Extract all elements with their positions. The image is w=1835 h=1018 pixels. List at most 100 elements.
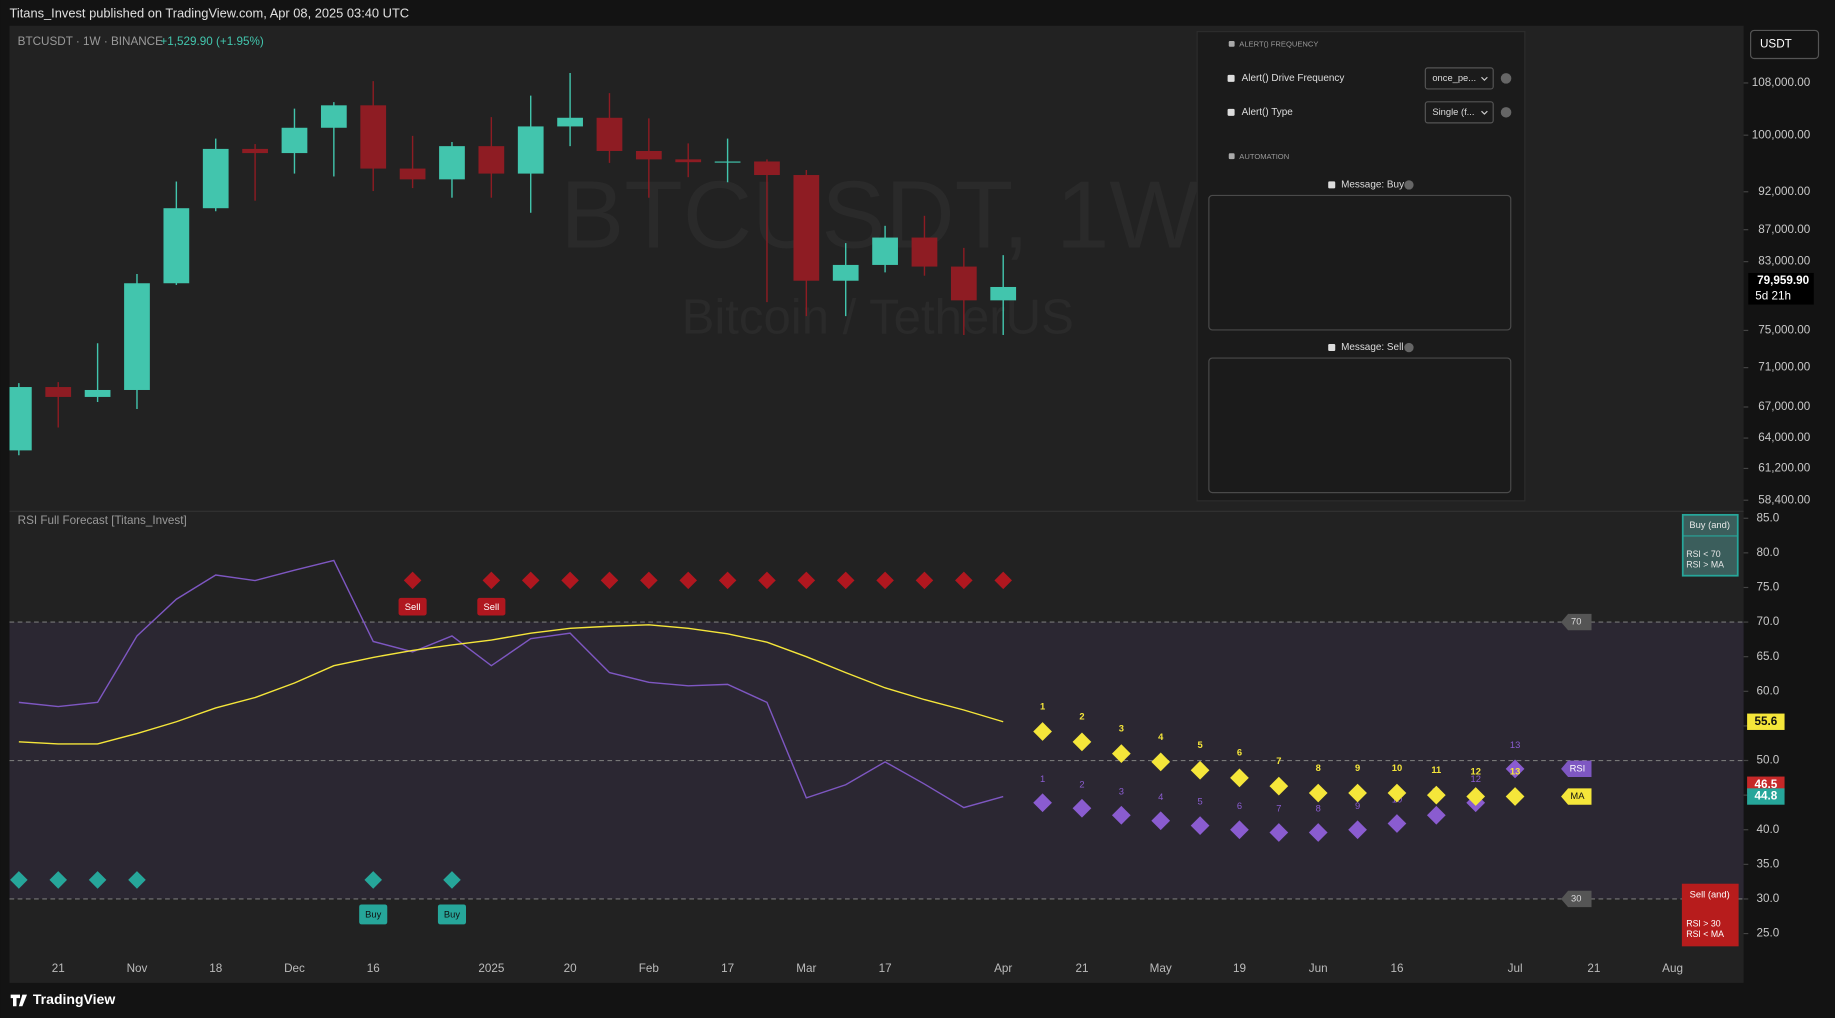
forecast-ma [1269,776,1289,796]
candle-body [557,117,583,127]
buy_box-line: RSI < 70 [1686,549,1720,559]
forecast-ma-step: 4 [1158,732,1164,742]
forecast-ma-step: 2 [1079,712,1084,722]
y-tick-label: 60.0 [1756,684,1779,697]
forecast-rsi-step: 5 [1197,797,1202,807]
buy-tag [359,904,388,925]
y-tick-label: 70.0 [1756,615,1779,628]
sell-tag [477,597,506,616]
forecast-ma [1111,744,1131,763]
forecast-rsi [1387,814,1407,833]
icon [1227,74,1235,82]
info-icon[interactable] [1500,73,1512,84]
candle-body [478,146,505,174]
series-badge [1561,788,1592,805]
series-badge-label: MA [1570,791,1585,801]
textarea[interactable] [1208,194,1512,331]
forecast-rsi-step: 13 [1510,740,1520,750]
textarea[interactable] [1208,357,1512,494]
logo [10,994,28,1007]
x-tick-label: Apr [994,962,1012,975]
forecast-rsi [1308,823,1328,842]
x-tick-label: Nov [127,962,148,975]
x-tick-label: 18 [209,962,222,975]
sell-marker [994,571,1012,590]
y-tick-label: 85.0 [1756,511,1779,524]
dropdown[interactable] [1424,67,1494,90]
sell-marker [561,571,579,590]
forecast-ma [1505,787,1525,806]
forecast-ma-step: 11 [1431,765,1441,775]
y-tick-label: 35.0 [1756,857,1779,870]
currency-button[interactable] [1750,29,1820,60]
x-tick-label: 20 [564,962,578,975]
candle-body [399,168,426,180]
candle-body [163,208,190,284]
x-tick-label: May [1150,962,1172,975]
symbol-title: BTCUSDT · 1W · BINANCE [18,35,163,48]
sell-tag-label: Sell [405,602,421,612]
buy-marker [49,871,68,889]
value-badge-label: 55.6 [1754,715,1777,728]
sell_box-line: RSI > 30 [1686,919,1720,929]
indicator-title: RSI Full Forecast [Titans_Invest] [18,514,187,527]
forecast-rsi-step: 1 [1040,774,1045,784]
x-tick-label: 16 [1390,962,1403,975]
level-badge [1561,890,1592,908]
sell_box-line: RSI < MA [1686,929,1724,939]
candle-body [675,159,702,163]
candle-body [517,126,544,174]
sell-marker [521,571,540,590]
sell-marker [955,571,973,590]
x-tick-label: Jul [1508,962,1523,975]
price-badge-countdown: 5d 21h [1755,289,1791,302]
x-tick-label: 17 [879,962,892,975]
forecast-rsi [1111,805,1131,825]
x-tick-label: Jun [1309,962,1328,975]
x-tick-label: 2025 [478,962,505,975]
dropdown[interactable] [1424,101,1494,124]
y-tick-label: 75.0 [1756,581,1779,594]
footer-brand: TradingView [33,991,115,1007]
candle-body [124,283,150,390]
settings-panel: ALERT() FREQUENCY Alert() Drive Frequenc… [1196,31,1526,502]
candle-body [714,161,741,163]
sell-marker [758,571,776,590]
candle-body [360,105,387,169]
forecast-rsi-step: 8 [1316,804,1321,814]
sell-marker [836,571,855,590]
sell-marker [876,571,894,590]
chevron [1481,110,1488,115]
y-tick-label: 58,400.00 [1758,493,1810,506]
sell-tag [398,597,427,616]
y-tick-label: 64,000.00 [1758,431,1810,444]
field-label: Message: Sell [1341,342,1403,353]
x-tick-label: 16 [367,962,380,975]
forecast-ma-step: 5 [1197,740,1202,750]
sell_box [1681,883,1739,947]
buy-marker [88,871,107,889]
series-badge [1561,760,1592,778]
info-icon[interactable] [1404,342,1414,353]
field-label: Message: Buy [1341,180,1404,191]
icon [1227,108,1235,116]
y-tick-label: 92,000.00 [1758,185,1810,198]
forecast-rsi [1505,759,1525,779]
candle-body [9,387,32,451]
forecast-rsi-step: 3 [1119,786,1124,796]
info-icon[interactable] [1500,107,1512,118]
x-tick-label: 19 [1233,962,1246,975]
y-tick-label: 25.0 [1756,927,1779,940]
forecast-ma-step: 1 [1040,701,1045,711]
chevron [1481,76,1488,81]
info-icon[interactable] [1404,180,1414,190]
forecast-ma [1387,783,1407,803]
sell-marker [600,571,619,590]
sell-marker [915,571,934,590]
candle-body [439,146,465,180]
sell-marker [797,571,816,590]
series-badge-label: RSI [1570,763,1586,773]
buy_box [1681,513,1739,577]
